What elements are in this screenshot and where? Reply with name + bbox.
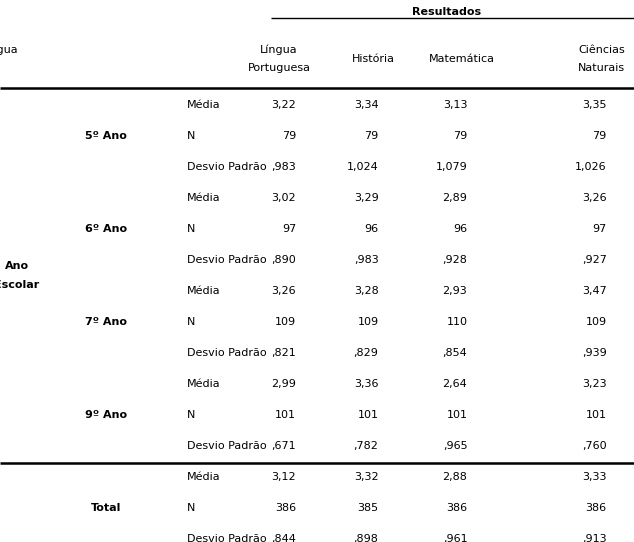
Text: ,844: ,844 (271, 534, 296, 542)
Text: N: N (187, 131, 195, 141)
Text: Naturais: Naturais (578, 63, 625, 73)
Text: ,854: ,854 (443, 348, 467, 358)
Text: 5º Ano: 5º Ano (85, 131, 127, 141)
Text: Média: Média (187, 472, 221, 482)
Text: Desvio Padrão: Desvio Padrão (187, 441, 267, 451)
Text: 96: 96 (453, 224, 467, 234)
Text: ,829: ,829 (354, 348, 378, 358)
Text: 109: 109 (586, 317, 607, 327)
Text: 2,89: 2,89 (443, 193, 467, 203)
Text: ,671: ,671 (271, 441, 296, 451)
Text: História: História (352, 54, 395, 64)
Text: 109: 109 (275, 317, 296, 327)
Text: Ano: Ano (5, 261, 29, 271)
Text: 3,22: 3,22 (271, 100, 296, 110)
Text: 385: 385 (358, 503, 378, 513)
Text: 3,36: 3,36 (354, 379, 378, 389)
Text: ,927: ,927 (582, 255, 607, 265)
Text: 7º Ano: 7º Ano (85, 317, 127, 327)
Text: Desvio Padrão: Desvio Padrão (187, 534, 267, 542)
Text: 3,02: 3,02 (271, 193, 296, 203)
Text: ,890: ,890 (271, 255, 296, 265)
Text: 2,99: 2,99 (271, 379, 296, 389)
Text: 1,024: 1,024 (347, 162, 378, 172)
Text: Resultados: Resultados (412, 7, 481, 17)
Text: 79: 79 (593, 131, 607, 141)
Text: 79: 79 (453, 131, 467, 141)
Text: 3,28: 3,28 (354, 286, 378, 296)
Text: 101: 101 (275, 410, 296, 420)
Text: ,965: ,965 (443, 441, 467, 451)
Text: 3,34: 3,34 (354, 100, 378, 110)
Text: ,898: ,898 (354, 534, 378, 542)
Text: 101: 101 (586, 410, 607, 420)
Text: N: N (187, 317, 195, 327)
Text: 101: 101 (446, 410, 467, 420)
Text: ,821: ,821 (271, 348, 296, 358)
Text: 3,32: 3,32 (354, 472, 378, 482)
Text: 3,29: 3,29 (354, 193, 378, 203)
Text: Língua: Língua (0, 45, 19, 55)
Text: ,961: ,961 (443, 534, 467, 542)
Text: 3,12: 3,12 (271, 472, 296, 482)
Text: 96: 96 (365, 224, 378, 234)
Text: Desvio Padrão: Desvio Padrão (187, 348, 267, 358)
Text: ,983: ,983 (271, 162, 296, 172)
Text: Média: Média (187, 193, 221, 203)
Text: 2,64: 2,64 (443, 379, 467, 389)
Text: 3,26: 3,26 (271, 286, 296, 296)
Text: Média: Média (187, 286, 221, 296)
Text: ,928: ,928 (443, 255, 467, 265)
Text: 386: 386 (446, 503, 467, 513)
Text: 110: 110 (446, 317, 467, 327)
Text: 3,35: 3,35 (582, 100, 607, 110)
Text: 3,23: 3,23 (582, 379, 607, 389)
Text: Escolar: Escolar (0, 280, 39, 290)
Text: Desvio Padrão: Desvio Padrão (187, 162, 267, 172)
Text: ,760: ,760 (582, 441, 607, 451)
Text: 2,88: 2,88 (443, 472, 467, 482)
Text: Total: Total (91, 503, 121, 513)
Text: 3,26: 3,26 (582, 193, 607, 203)
Text: 101: 101 (358, 410, 378, 420)
Text: 3,33: 3,33 (582, 472, 607, 482)
Text: 386: 386 (586, 503, 607, 513)
Text: 79: 79 (282, 131, 296, 141)
Text: ,983: ,983 (354, 255, 378, 265)
Text: 3,13: 3,13 (443, 100, 467, 110)
Text: 9º Ano: 9º Ano (85, 410, 127, 420)
Text: 3,47: 3,47 (582, 286, 607, 296)
Text: N: N (187, 503, 195, 513)
Text: 1,079: 1,079 (436, 162, 467, 172)
Text: ,782: ,782 (354, 441, 378, 451)
Text: ,939: ,939 (582, 348, 607, 358)
Text: Matemática: Matemática (429, 54, 495, 64)
Text: Média: Média (187, 100, 221, 110)
Text: 79: 79 (365, 131, 378, 141)
Text: N: N (187, 224, 195, 234)
Text: Média: Média (187, 379, 221, 389)
Text: 97: 97 (282, 224, 296, 234)
Text: 1,026: 1,026 (575, 162, 607, 172)
Text: 6º Ano: 6º Ano (85, 224, 127, 234)
Text: Língua: Língua (261, 45, 298, 55)
Text: 97: 97 (593, 224, 607, 234)
Text: Portuguesa: Portuguesa (248, 63, 311, 73)
Text: N: N (187, 410, 195, 420)
Text: Ciências: Ciências (578, 45, 625, 55)
Text: ,913: ,913 (582, 534, 607, 542)
Text: 109: 109 (358, 317, 378, 327)
Text: Desvio Padrão: Desvio Padrão (187, 255, 267, 265)
Text: 2,93: 2,93 (443, 286, 467, 296)
Text: 386: 386 (275, 503, 296, 513)
